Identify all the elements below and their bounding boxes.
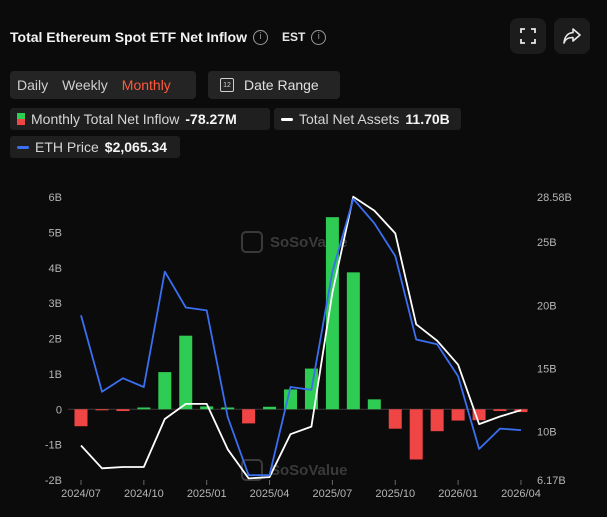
share-icon xyxy=(563,28,581,44)
inflow-bar xyxy=(493,409,507,412)
x-tick-label: 2024/10 xyxy=(124,488,164,500)
inflow-swatch xyxy=(17,113,25,125)
fullscreen-button[interactable] xyxy=(510,18,546,54)
x-axis: 2024/07 2024/10 2025/01 2025/04 2025/07 2025/… xyxy=(61,480,541,500)
eth-price-line xyxy=(80,197,522,477)
page-title: Total Ethereum Spot ETF Net Inflow xyxy=(10,29,247,45)
date-range-button[interactable]: 12 Date Range xyxy=(208,71,340,99)
inflow-bar xyxy=(200,406,214,410)
legend-inflow-label: Monthly Total Net Inflow xyxy=(31,111,180,127)
right-tick-label: 28.58B xyxy=(537,192,572,204)
legend-inflow[interactable]: Monthly Total Net Inflow -78.27M xyxy=(10,108,270,130)
right-axis: 28.58B 25B 20B 15B 10B 6.17B xyxy=(537,192,572,487)
left-tick-label: -1B xyxy=(45,440,62,452)
left-tick-label: 3B xyxy=(49,298,62,310)
info-icon[interactable]: i xyxy=(252,29,268,45)
chart-header: Total Ethereum Spot ETF Net Inflow i EST… xyxy=(10,26,327,48)
left-tick-label: 2B xyxy=(49,334,62,346)
left-tick-label: -2B xyxy=(45,475,62,487)
left-tick-label: 4B xyxy=(49,263,62,275)
left-axis: 6B 5B 4B 3B 2B 1B 0 -1B -2B xyxy=(45,192,528,487)
inflow-bar xyxy=(430,409,444,432)
right-tick-label: 10B xyxy=(537,427,557,439)
inflow-bar xyxy=(367,399,381,410)
timezone-label: EST xyxy=(281,30,306,44)
x-tick-label: 2026/04 xyxy=(501,488,541,500)
date-range-label: Date Range xyxy=(244,77,319,93)
legend-eth-label: ETH Price xyxy=(35,139,99,155)
left-tick-label: 0 xyxy=(56,404,62,416)
x-tick-label: 2025/10 xyxy=(375,488,415,500)
inflow-bar xyxy=(388,409,402,429)
inflow-bar xyxy=(325,217,339,410)
left-tick-label: 5B xyxy=(49,227,62,239)
left-tick-label: 1B xyxy=(49,369,62,381)
inflow-bar xyxy=(137,407,151,410)
inflow-bar xyxy=(221,407,235,410)
inflow-bar xyxy=(179,335,193,410)
left-tick-label: 6B xyxy=(49,192,62,204)
assets-swatch xyxy=(281,117,293,121)
inflow-bar xyxy=(95,409,109,411)
legend-eth-value: $2,065.34 xyxy=(104,139,168,155)
total-net-assets-line xyxy=(80,195,522,480)
fullscreen-icon xyxy=(520,28,536,44)
inflow-bar xyxy=(242,409,256,424)
x-tick-label: 2024/07 xyxy=(61,488,101,500)
watermark-logo xyxy=(241,231,263,253)
legend-inflow-value: -78.27M xyxy=(185,111,237,127)
eth-swatch xyxy=(17,145,29,149)
inflow-bar xyxy=(158,372,172,410)
right-tick-label: 15B xyxy=(537,363,557,375)
period-weekly[interactable]: Weekly xyxy=(62,77,108,93)
period-selector: Daily Weekly Monthly xyxy=(10,71,196,99)
inflow-bars xyxy=(74,217,528,460)
inflow-bar xyxy=(116,409,130,412)
inflow-bar xyxy=(472,409,486,421)
inflow-bar xyxy=(263,406,277,410)
calendar-icon: 12 xyxy=(220,78,234,92)
x-tick-label: 2025/01 xyxy=(187,488,227,500)
line-series xyxy=(80,195,522,480)
watermark-text: SoSoValue xyxy=(270,462,348,479)
legend-eth[interactable]: ETH Price $2,065.34 xyxy=(10,136,180,158)
inflow-bar xyxy=(346,272,360,410)
inflow-bar xyxy=(74,409,88,427)
share-button[interactable] xyxy=(554,18,590,54)
period-monthly[interactable]: Monthly xyxy=(121,77,171,93)
right-tick-label: 25B xyxy=(537,237,557,249)
inflow-bar xyxy=(451,409,465,421)
timezone-info-icon[interactable]: i xyxy=(311,29,327,45)
right-tick-label: 6.17B xyxy=(537,475,566,487)
inflow-bar xyxy=(409,409,423,460)
x-tick-label: 2025/04 xyxy=(250,488,290,500)
legend-assets[interactable]: Total Net Assets 11.70B xyxy=(274,108,461,130)
right-tick-label: 20B xyxy=(537,300,557,312)
legend-assets-label: Total Net Assets xyxy=(299,111,400,127)
x-tick-label: 2025/07 xyxy=(313,488,353,500)
x-tick-label: 2026/01 xyxy=(438,488,478,500)
period-daily[interactable]: Daily xyxy=(17,77,49,93)
legend-assets-value: 11.70B xyxy=(405,111,450,127)
